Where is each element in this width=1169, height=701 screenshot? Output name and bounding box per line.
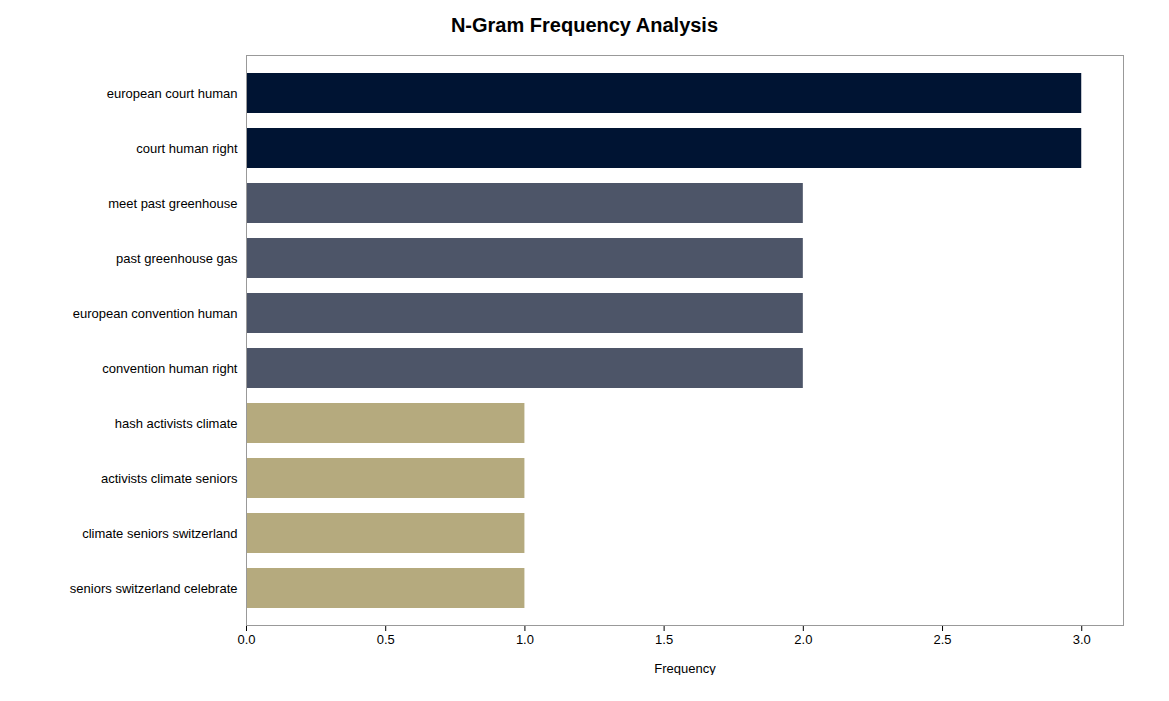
svg-text:court human right: court human right — [136, 141, 238, 156]
svg-text:hash activists climate: hash activists climate — [115, 416, 238, 431]
svg-text:3.0: 3.0 — [1073, 632, 1091, 647]
svg-text:1.0: 1.0 — [516, 632, 534, 647]
svg-text:Frequency: Frequency — [654, 661, 716, 676]
svg-text:meet past greenhouse: meet past greenhouse — [108, 196, 237, 211]
svg-text:0.0: 0.0 — [237, 632, 255, 647]
svg-text:convention human right: convention human right — [102, 361, 238, 376]
svg-text:1.5: 1.5 — [655, 632, 673, 647]
svg-text:0.5: 0.5 — [377, 632, 395, 647]
svg-text:2.0: 2.0 — [794, 632, 812, 647]
svg-text:european convention human: european convention human — [73, 306, 238, 321]
svg-text:climate seniors switzerland: climate seniors switzerland — [82, 526, 237, 541]
svg-text:european court human: european court human — [107, 86, 238, 101]
svg-text:activists climate seniors: activists climate seniors — [101, 471, 238, 486]
svg-text:2.5: 2.5 — [933, 632, 951, 647]
svg-text:seniors switzerland celebrate: seniors switzerland celebrate — [70, 581, 238, 596]
svg-text:past greenhouse gas: past greenhouse gas — [116, 251, 238, 266]
html-text:N-Gram Frequency Analysis: N-Gram Frequency Analysis — [450, 14, 719, 36]
